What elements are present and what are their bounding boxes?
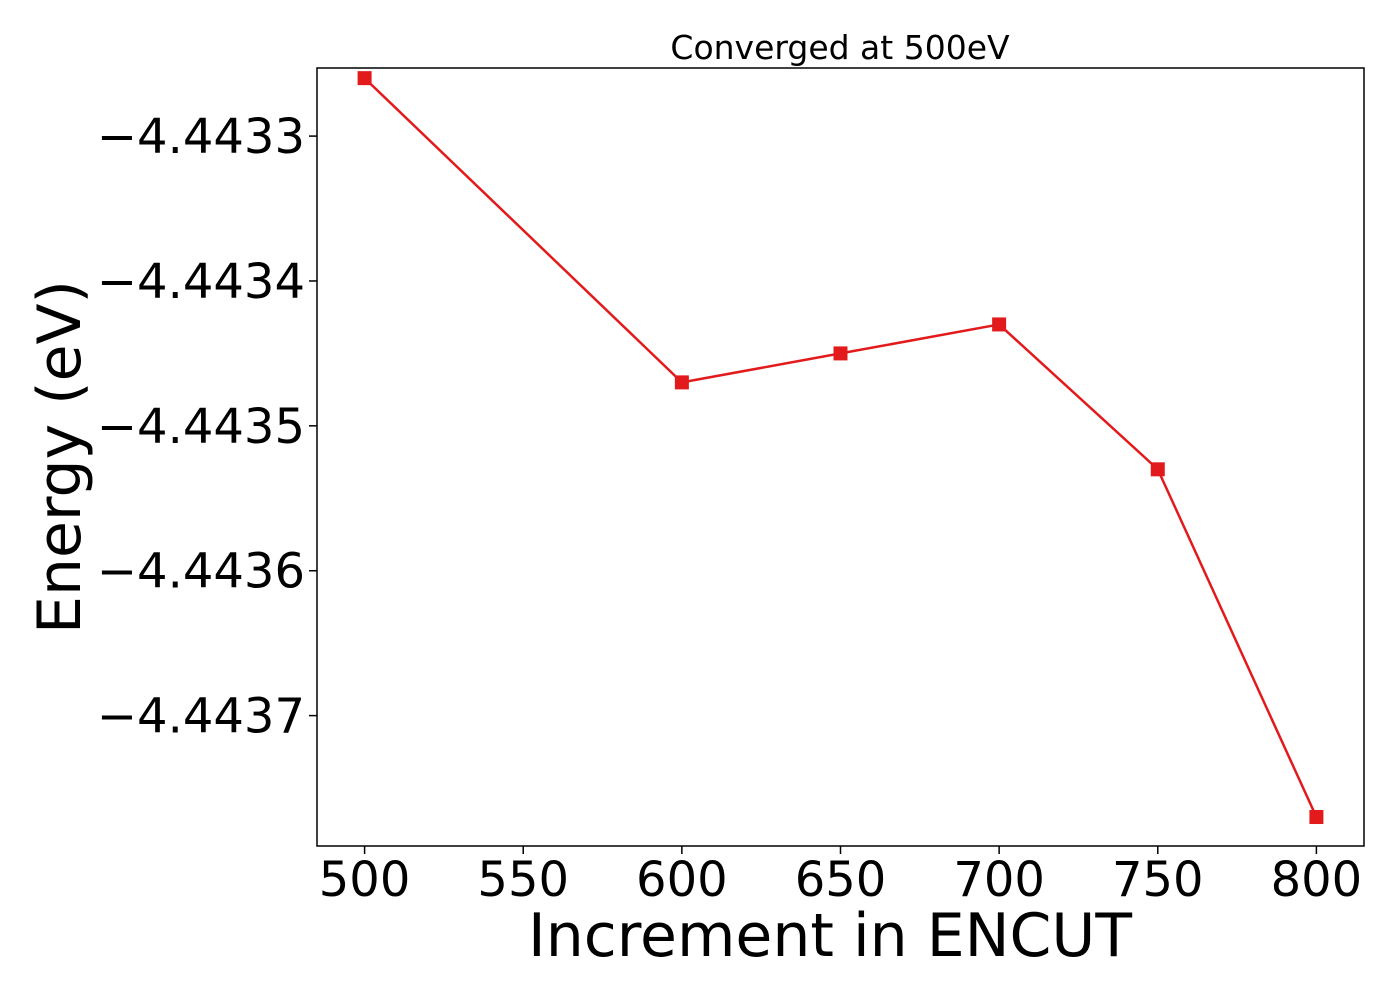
y-tick-label: −4.4433 bbox=[97, 109, 305, 165]
x-tick-label: 600 bbox=[636, 852, 728, 908]
x-tick-label: 650 bbox=[795, 852, 887, 908]
series-layer bbox=[357, 71, 1324, 825]
y-tick-label: −4.4437 bbox=[97, 689, 305, 745]
y-axis-label: Energy (eV) bbox=[25, 280, 95, 634]
x-tick-label: 750 bbox=[1112, 852, 1204, 908]
x-axis-label: Increment in ENCUT bbox=[528, 901, 1132, 971]
data-point bbox=[674, 375, 689, 390]
data-point bbox=[992, 317, 1007, 332]
y-tick-label: −4.4436 bbox=[97, 544, 305, 600]
data-point bbox=[1309, 810, 1324, 825]
data-point bbox=[1150, 462, 1165, 477]
y-tick-label: −4.4434 bbox=[97, 254, 305, 310]
series-line bbox=[363, 77, 1318, 818]
x-axis: 500 550 600 650 700 750 800 bbox=[319, 846, 1362, 908]
data-point bbox=[357, 71, 372, 86]
x-tick-label: 700 bbox=[953, 852, 1045, 908]
data-point bbox=[833, 346, 848, 361]
x-tick-label: 550 bbox=[477, 852, 569, 908]
x-tick-label: 800 bbox=[1271, 852, 1363, 908]
y-axis: −4.4433 −4.4434 −4.4435 −4.4436 −4.4437 bbox=[97, 109, 317, 745]
x-tick-label: 500 bbox=[319, 852, 411, 908]
y-tick-label: −4.4435 bbox=[97, 399, 305, 455]
chart-title: Converged at 500eV bbox=[670, 28, 1010, 67]
